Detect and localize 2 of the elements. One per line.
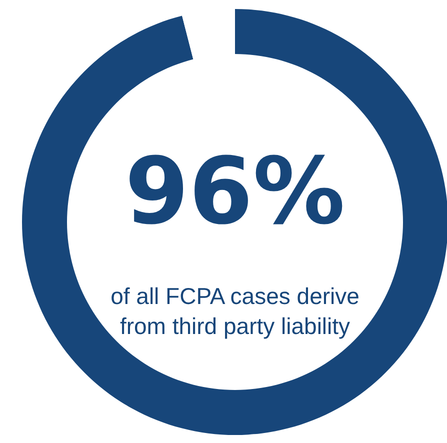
text: of all FCPA cases derive from third party liability: [110, 283, 360, 339]
data-label: 96%: [124, 138, 346, 245]
